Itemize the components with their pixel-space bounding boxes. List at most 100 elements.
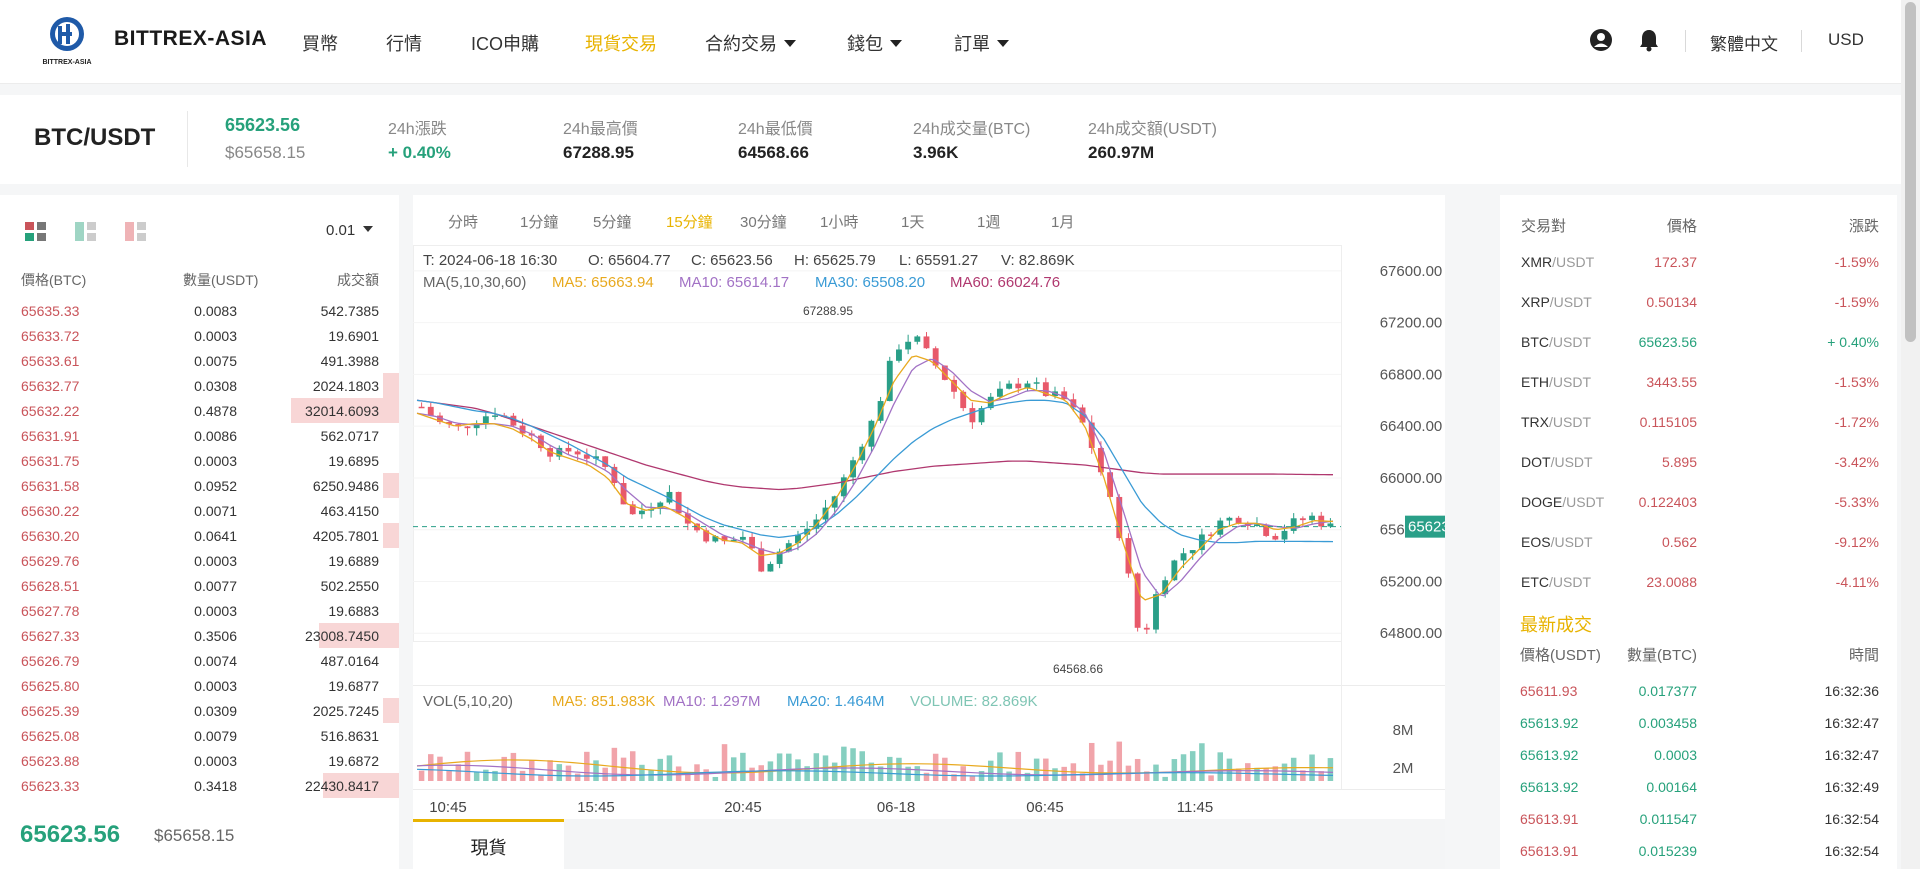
candles xyxy=(418,332,1334,634)
orderbook-row[interactable]: 65633.61 0.0075 491.3988 xyxy=(0,348,399,373)
orderbook-row[interactable]: 65627.78 0.0003 19.6883 xyxy=(0,598,399,623)
market-row[interactable]: ETC/USDT 23.0088 -4.11% xyxy=(1500,562,1897,602)
market-base: EOS xyxy=(1521,534,1551,550)
market-symbol: BTC/USDT xyxy=(1521,334,1591,350)
orderbook-both-view-icon[interactable] xyxy=(25,222,47,242)
volume-bar xyxy=(813,753,820,781)
pair-title[interactable]: BTC/USDT xyxy=(34,124,156,151)
volume-bar xyxy=(749,767,755,781)
nav-item[interactable]: 合約交易 xyxy=(705,30,796,56)
orderbook-amount: 0.0083 xyxy=(194,303,237,319)
orderbook-row[interactable]: 65625.39 0.0309 2025.7245 xyxy=(0,698,399,723)
volume-bar xyxy=(850,748,856,781)
nav-item[interactable]: 訂單 xyxy=(954,30,1009,56)
candle-body xyxy=(1327,523,1334,527)
orderbook-row[interactable]: 65630.22 0.0071 463.4150 xyxy=(0,498,399,523)
brand-logo[interactable]: BITTREX-ASIA xyxy=(38,14,96,66)
precision-value: 0.01 xyxy=(326,222,356,239)
nav-item[interactable]: 行情 xyxy=(386,30,422,56)
market-row[interactable]: ETH/USDT 3443.55 -1.53% xyxy=(1500,362,1897,402)
candle-body xyxy=(602,456,609,467)
nav-item[interactable]: 買幣 xyxy=(302,30,338,56)
orderbook-row[interactable]: 65629.76 0.0003 19.6889 xyxy=(0,548,399,573)
ma5-line xyxy=(416,355,1334,601)
candlestick-chart[interactable]: 67600.00 67200.00 66800.00 66400.00 66000.00… xyxy=(413,195,1445,819)
orderbook-row[interactable]: 65635.33 0.0083 542.7385 xyxy=(0,298,399,323)
trade-amount: 0.015239 xyxy=(1638,843,1697,859)
orderbook-amount: 0.0079 xyxy=(194,728,237,744)
orderbook-row[interactable]: 65628.51 0.0077 502.2550 xyxy=(0,573,399,598)
candle-body xyxy=(896,349,902,361)
user-icon[interactable] xyxy=(1589,28,1613,57)
orderbook-total: 19.6901 xyxy=(328,328,379,344)
latest-trades-title: 最新成交 xyxy=(1520,615,1592,635)
timeframe-tab[interactable]: 30分鐘 xyxy=(740,214,787,231)
timeframe-tab[interactable]: 5分鐘 xyxy=(593,214,632,231)
market-row[interactable]: XMR/USDT 172.37 -1.59% xyxy=(1500,242,1897,282)
orderbook-row[interactable]: 65627.33 0.3506 23008.7450 xyxy=(0,623,399,648)
candle-body xyxy=(1263,524,1270,536)
bell-icon[interactable] xyxy=(1638,28,1660,57)
ticker-last-price: 65623.56 xyxy=(225,115,301,135)
orderbook-total: 487.0164 xyxy=(320,653,379,669)
y-tick-label: 67200.00 xyxy=(1380,315,1443,332)
ma5-value: MA5: 65663.94 xyxy=(552,274,654,291)
orderbook-sell-view-icon[interactable] xyxy=(125,222,147,242)
orderbook-total: 32014.6093 xyxy=(305,403,379,419)
depth-bar xyxy=(323,773,399,798)
volume-bar xyxy=(795,759,801,781)
market-change: -1.53% xyxy=(1834,374,1879,390)
market-row[interactable]: TRX/USDT 0.115105 -1.72% xyxy=(1500,402,1897,442)
orderbook-row[interactable]: 65631.58 0.0952 6250.9486 xyxy=(0,473,399,498)
orderbook-amount: 0.0308 xyxy=(194,378,237,394)
nav-item[interactable]: 錢包 xyxy=(847,30,902,56)
orderbook-price: 65626.79 xyxy=(21,653,80,669)
orderbook-price: 65625.39 xyxy=(21,703,80,719)
chart-panel: 分時 1分鐘 5分鐘 15分鐘 30分鐘 1小時 1天 1週 1月 T: 2024-06-18 … xyxy=(413,195,1445,869)
market-row[interactable]: XRP/USDT 0.50134 -1.59% xyxy=(1500,282,1897,322)
orderbook-row[interactable]: 65625.80 0.0003 19.6877 xyxy=(0,673,399,698)
nav-item[interactable]: ICO申購 xyxy=(471,30,539,56)
orderbook-row[interactable]: 65631.75 0.0003 19.6895 xyxy=(0,448,399,473)
market-row[interactable]: BTC/USDT 65623.56 + 0.40% xyxy=(1500,322,1897,362)
market-row[interactable]: EOS/USDT 0.562 -9.12% xyxy=(1500,522,1897,562)
candle-body xyxy=(1208,534,1215,536)
timeframe-tab[interactable]: 1分鐘 xyxy=(520,214,559,231)
timeframe-tab[interactable]: 分時 xyxy=(448,214,479,231)
timeframe-tab[interactable]: 1週 xyxy=(977,214,1001,231)
orderbook-row[interactable]: 65632.77 0.0308 2024.1803 xyxy=(0,373,399,398)
language-selector[interactable]: 繁體中文 xyxy=(1710,35,1778,54)
currency-selector[interactable]: USD xyxy=(1828,30,1864,49)
candle-body xyxy=(951,379,957,392)
brand-name[interactable]: BITTREX-ASIA xyxy=(114,27,267,50)
orderbook-row[interactable]: 65630.20 0.0641 4205.7801 xyxy=(0,523,399,548)
timeframe-tab[interactable]: 15分鐘 xyxy=(666,214,713,231)
orderbook-row[interactable]: 65626.79 0.0074 487.0164 xyxy=(0,648,399,673)
market-row[interactable]: DOT/USDT 5.895 -3.42% xyxy=(1500,442,1897,482)
orderbook-row[interactable]: 65631.91 0.0086 562.0717 xyxy=(0,423,399,448)
tab-spot[interactable]: 現貨 xyxy=(413,819,564,869)
market-price: 5.895 xyxy=(1661,454,1697,470)
orderbook-buy-view-icon[interactable] xyxy=(75,222,97,242)
page-scrollbar[interactable] xyxy=(1901,0,1920,869)
candle-body xyxy=(703,530,710,542)
nav-item[interactable]: 現貨交易 xyxy=(585,30,657,56)
orderbook-row[interactable]: 65632.22 0.4878 32014.6093 xyxy=(0,398,399,423)
orderbook-row[interactable]: 65625.08 0.0079 516.8631 xyxy=(0,723,399,748)
orderbook-row[interactable]: 65623.88 0.0003 19.6872 xyxy=(0,748,399,773)
market-price: 3443.55 xyxy=(1646,374,1697,390)
nav-item-label: ICO申購 xyxy=(471,34,540,54)
market-row[interactable]: DOGE/USDT 0.122403 -5.33% xyxy=(1500,482,1897,522)
market-symbol: ETC/USDT xyxy=(1521,574,1591,590)
timeframe-tab[interactable]: 1小時 xyxy=(820,214,859,231)
candle-body xyxy=(712,536,719,542)
volume-bar xyxy=(464,751,471,781)
volume-bar xyxy=(501,756,507,781)
orderbook-row[interactable]: 65633.72 0.0003 19.6901 xyxy=(0,323,399,348)
scrollbar-thumb[interactable] xyxy=(1905,2,1916,342)
timeframe-tab[interactable]: 1天 xyxy=(901,214,925,231)
timeframe-tab[interactable]: 1月 xyxy=(1051,214,1075,231)
precision-select[interactable]: 0.01 xyxy=(326,222,374,239)
orderbook-row[interactable]: 65623.33 0.3418 22430.8417 xyxy=(0,773,399,798)
orderbook-total: 23008.7450 xyxy=(305,628,379,644)
